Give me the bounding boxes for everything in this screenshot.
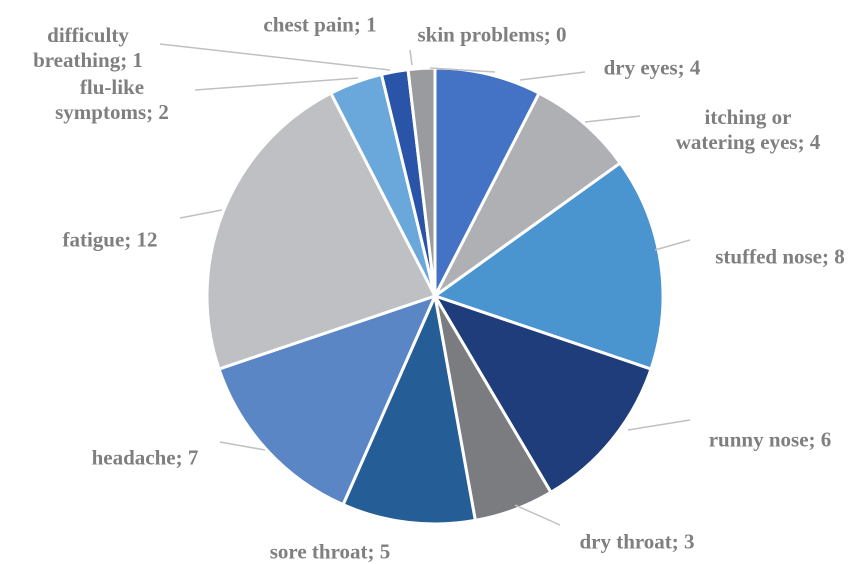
data-label: chest pain; 1 — [263, 12, 377, 37]
pie-slice — [205, 91, 438, 371]
data-label: headache; 7 — [91, 445, 199, 470]
leader-line — [219, 441, 266, 451]
pie-slice — [217, 293, 438, 507]
data-label: flu-like symptoms; 2 — [55, 75, 169, 124]
data-label: skin problems; 0 — [417, 22, 567, 47]
leader-line — [159, 43, 391, 71]
leader-line — [429, 67, 496, 73]
leader-line — [519, 71, 586, 81]
data-label: itching or watering eyes; 4 — [675, 105, 821, 154]
pie-slice — [341, 290, 478, 526]
data-label: fatigue; 12 — [62, 227, 158, 252]
pie-slice — [431, 293, 653, 495]
leader-line — [194, 77, 359, 91]
leader-line — [179, 209, 223, 219]
data-label: runny nose; 6 — [708, 427, 832, 452]
leader-line — [409, 49, 413, 66]
data-label: difficulty breathing; 1 — [33, 23, 143, 72]
data-label: dry throat; 3 — [579, 529, 695, 554]
data-label: dry eyes; 4 — [603, 55, 701, 80]
leader-line — [514, 504, 561, 526]
pie-slice — [433, 91, 623, 298]
pie-slice — [431, 160, 665, 371]
data-label: stuffed nose; 8 — [715, 244, 845, 269]
leader-line — [654, 239, 691, 251]
leader-line — [627, 419, 691, 431]
leader-line — [584, 115, 641, 123]
data-label: sore throat; 5 — [269, 539, 391, 564]
